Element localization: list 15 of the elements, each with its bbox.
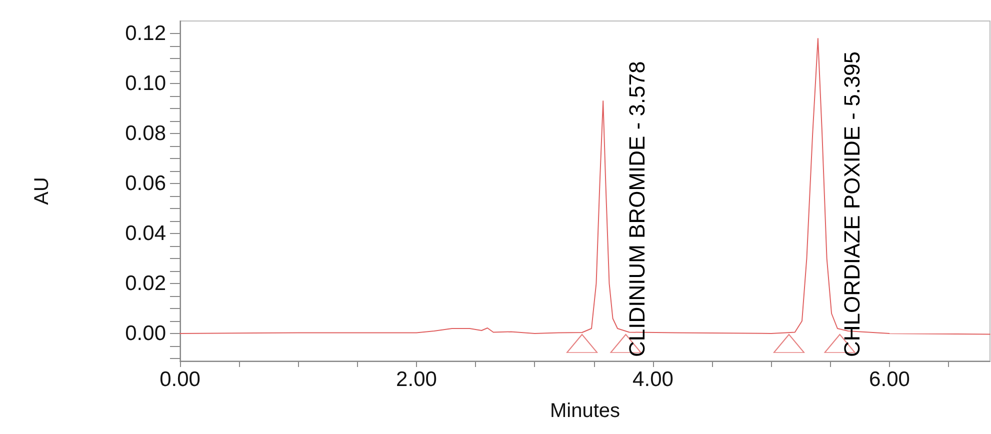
x-tick-label: 0.00 [160,368,200,391]
annotation: CLIDINIUM BROMIDE - 3.578 [624,61,650,357]
x-tick-label: 4.00 [632,368,674,391]
y-tick-label: 0.00 [125,322,166,345]
y-tick-label: 0.02 [125,272,166,295]
y-tick-label: 0.08 [125,122,166,145]
y-tick-label: 0.12 [125,22,166,45]
y-tick-label: 0.06 [125,172,166,195]
x-axis-title: Minutes [550,400,620,422]
x-tick-label: 6.00 [869,368,910,391]
x-tick-label: 2.00 [396,368,437,391]
y-axis-title: AU [31,177,53,205]
y-tick-label: 0.10 [125,72,166,95]
annotation: CHLORDIAZE POXIDE - 5.395 [839,51,864,357]
y-tick-label: 0.04 [125,222,166,245]
